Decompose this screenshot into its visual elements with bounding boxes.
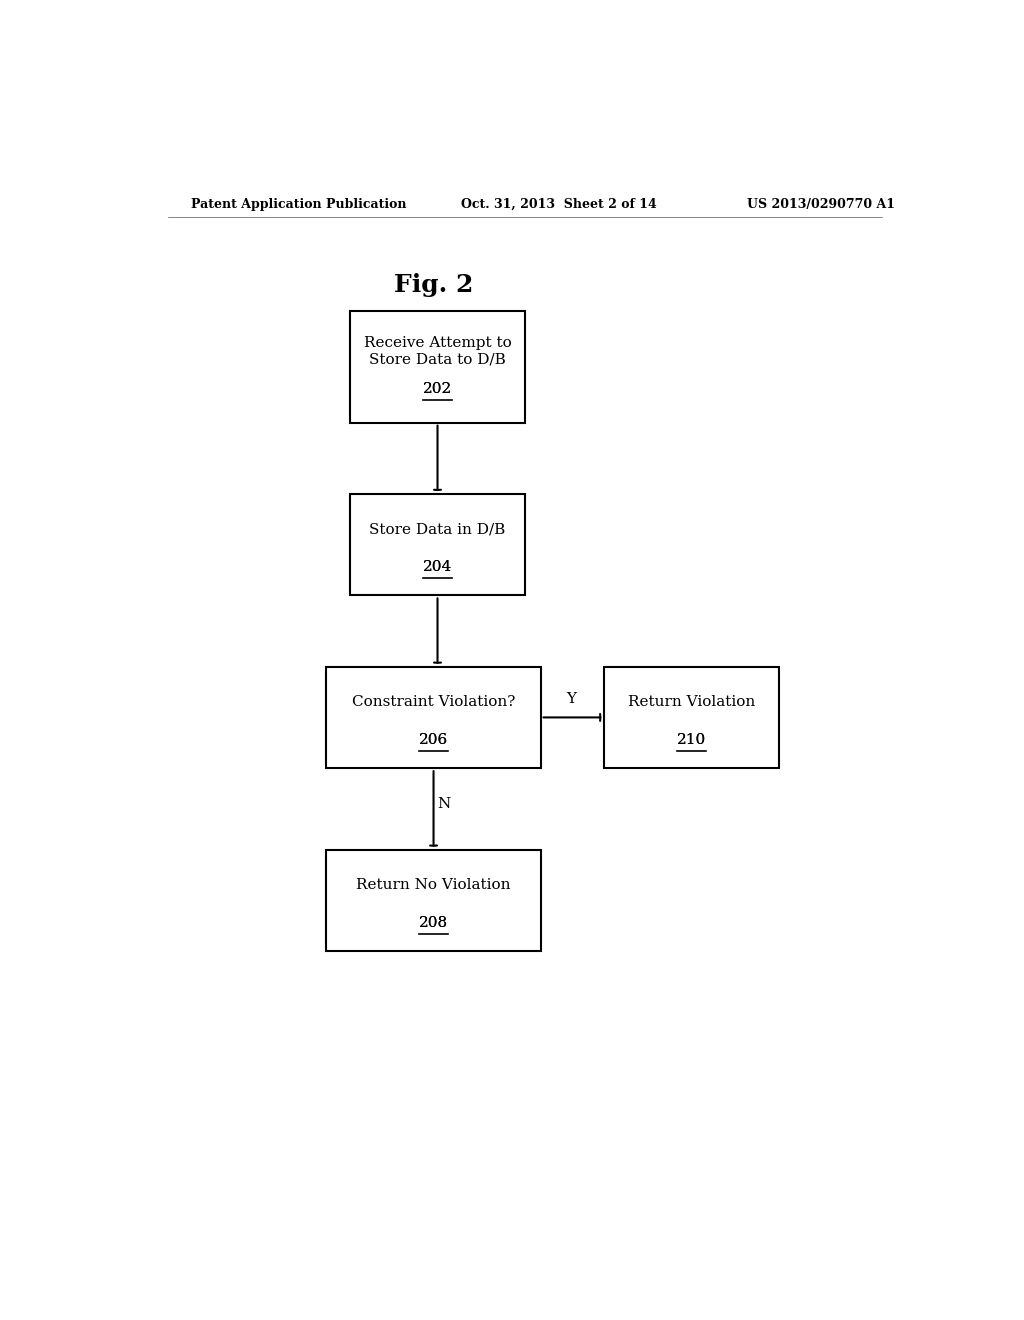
Text: 204: 204 — [423, 560, 453, 574]
Bar — [350, 312, 524, 422]
Text: 210: 210 — [677, 733, 707, 747]
Bar — [327, 850, 541, 952]
Text: Return No Violation: Return No Violation — [356, 878, 511, 892]
Bar — [604, 667, 778, 768]
Text: Return Violation: Return Violation — [628, 696, 755, 709]
Text: 204: 204 — [423, 560, 453, 574]
Bar — [350, 494, 524, 595]
Text: Fig. 2: Fig. 2 — [394, 273, 473, 297]
Text: Store Data in D/B: Store Data in D/B — [370, 523, 506, 536]
Text: 202: 202 — [423, 381, 453, 396]
Text: 206: 206 — [419, 733, 449, 747]
Text: N: N — [437, 797, 451, 810]
Text: Receive Attempt to
Store Data to D/B: Receive Attempt to Store Data to D/B — [364, 337, 511, 367]
Text: 206: 206 — [419, 733, 449, 747]
Text: Patent Application Publication: Patent Application Publication — [191, 198, 407, 211]
Text: US 2013/0290770 A1: US 2013/0290770 A1 — [748, 198, 895, 211]
Text: 208: 208 — [419, 916, 449, 929]
Text: 202: 202 — [423, 381, 453, 396]
Text: 210: 210 — [677, 733, 707, 747]
Text: Y: Y — [566, 692, 575, 706]
Text: 208: 208 — [419, 916, 449, 929]
Text: Constraint Violation?: Constraint Violation? — [352, 696, 515, 709]
Text: Oct. 31, 2013  Sheet 2 of 14: Oct. 31, 2013 Sheet 2 of 14 — [461, 198, 657, 211]
Bar — [327, 667, 541, 768]
